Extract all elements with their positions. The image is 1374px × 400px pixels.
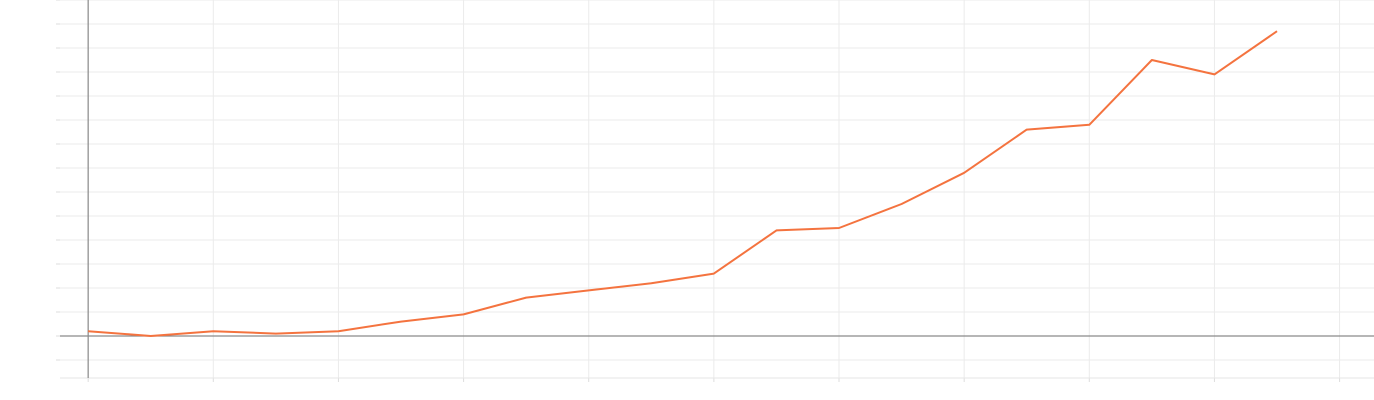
line-series — [88, 30, 1278, 337]
